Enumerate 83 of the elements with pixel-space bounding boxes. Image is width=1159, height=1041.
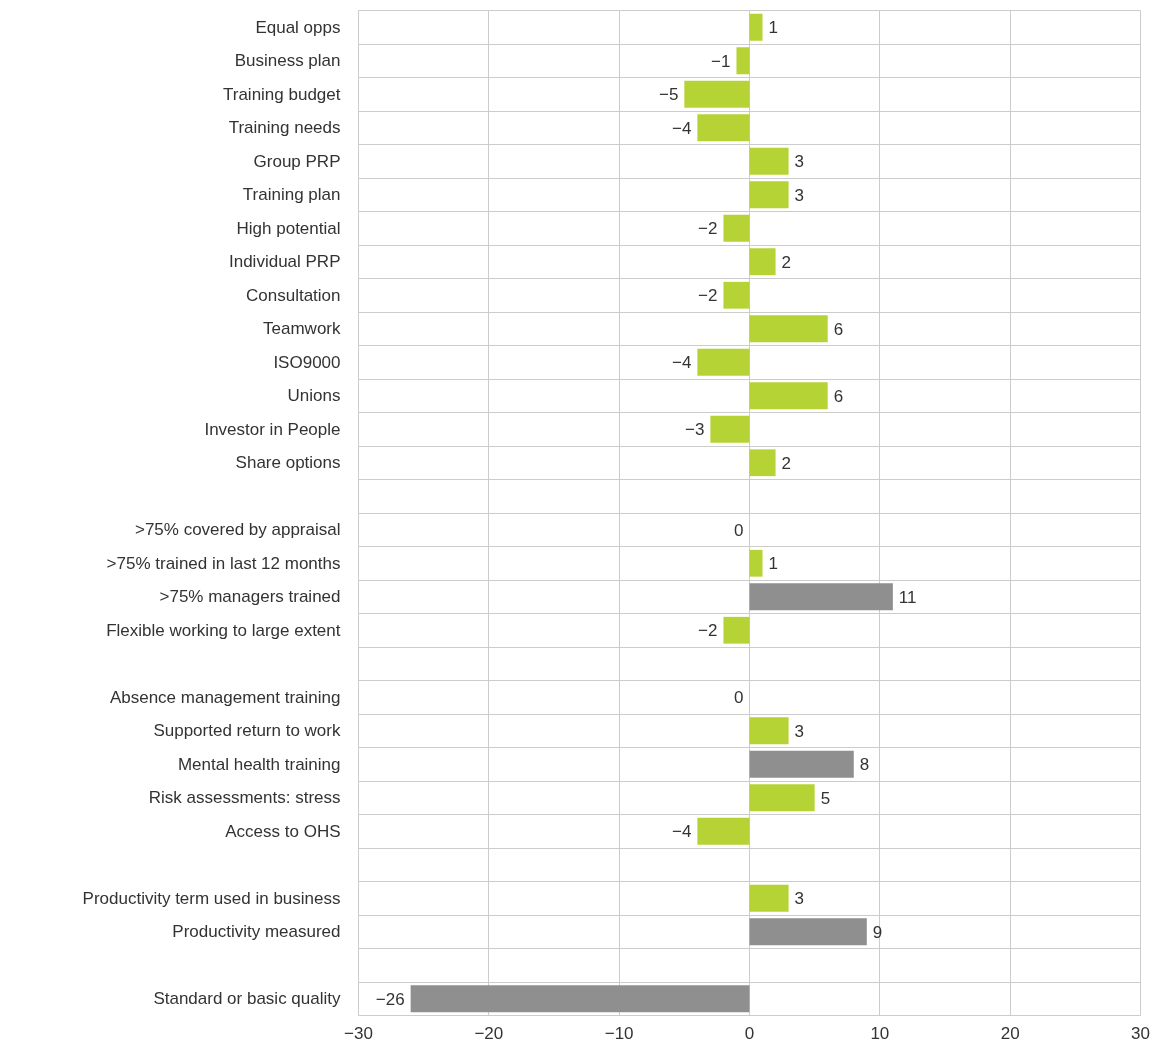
bar [749, 549, 763, 577]
y-tick-label: Training plan [242, 185, 341, 205]
x-tick-label: 10 [870, 1023, 890, 1041]
y-tick-label: Mental health training [177, 754, 341, 774]
data-label: −2 [698, 219, 718, 239]
bar [749, 382, 828, 410]
data-label: 6 [833, 386, 844, 406]
y-tick-label: >75% covered by appraisal [134, 520, 341, 540]
bar [749, 449, 776, 477]
data-label: −3 [685, 420, 705, 440]
x-tick-label: −10 [604, 1023, 634, 1041]
bar [749, 918, 867, 946]
y-tick-label: Individual PRP [229, 252, 341, 272]
x-tick-label: −30 [344, 1023, 373, 1041]
data-label: −26 [375, 989, 405, 1009]
bar [749, 884, 789, 912]
data-label: 0 [734, 520, 744, 540]
y-tick-label: Risk assessments: stress [148, 788, 341, 808]
data-label: 6 [833, 319, 844, 339]
y-tick-label: Training needs [228, 118, 341, 138]
data-label: 0 [734, 688, 744, 708]
y-tick-label: >75% trained in last 12 months [106, 553, 341, 573]
y-tick-label: Access to OHS [225, 821, 341, 841]
y-tick-label: Group PRP [253, 151, 341, 171]
y-tick-label: Flexible working to large extent [106, 620, 341, 640]
data-label: −2 [698, 621, 718, 641]
y-tick-label: Productivity term used in business [82, 888, 341, 908]
bar [749, 147, 789, 175]
y-tick-label: Unions [287, 386, 341, 406]
data-label: 1 [768, 18, 778, 38]
bar [736, 47, 750, 75]
y-tick-label: Training budget [222, 84, 341, 104]
bar [697, 817, 750, 845]
bar [749, 583, 893, 611]
y-tick-label: Teamwork [263, 319, 341, 339]
x-tick-label: −20 [474, 1023, 504, 1041]
bar [749, 717, 789, 745]
data-label: 3 [794, 185, 805, 205]
data-label: −4 [671, 353, 692, 373]
bar [723, 281, 750, 309]
bar [710, 415, 750, 443]
data-label: 11 [898, 587, 917, 607]
y-tick-label: Business plan [234, 51, 341, 71]
data-label: −2 [698, 286, 718, 306]
y-tick-label: Productivity measured [172, 922, 341, 942]
y-tick-label: Consultation [246, 285, 341, 305]
bar [749, 13, 763, 41]
data-label: 3 [794, 889, 805, 909]
data-label: 2 [781, 453, 792, 473]
y-tick-label: Standard or basic quality [153, 989, 341, 1009]
bar [684, 80, 750, 108]
bar [410, 985, 750, 1013]
data-label: 1 [768, 554, 778, 574]
y-tick-label: >75% managers trained [159, 587, 341, 607]
bar [749, 784, 815, 812]
data-label: 3 [794, 721, 805, 741]
data-label: −5 [658, 85, 679, 105]
data-label: 5 [820, 788, 831, 808]
bar [697, 348, 750, 376]
y-tick-label: Share options [235, 453, 341, 473]
data-label: 9 [872, 922, 883, 942]
data-label: −1 [711, 51, 731, 71]
y-tick-label: Supported return to work [153, 721, 341, 741]
y-tick-label: Equal opps [255, 17, 341, 37]
data-label: 2 [781, 252, 792, 272]
data-label: −4 [671, 822, 692, 842]
data-label: 3 [794, 152, 805, 172]
data-label: 8 [859, 755, 870, 775]
bar [723, 616, 750, 644]
x-tick-label: 20 [1000, 1023, 1020, 1041]
data-label: −4 [671, 118, 692, 138]
bar [749, 315, 828, 343]
bar [749, 248, 776, 276]
x-tick-label: 30 [1131, 1023, 1150, 1041]
y-tick-label: High potential [236, 218, 341, 238]
y-tick-label: Absence management training [109, 687, 341, 707]
bar [749, 181, 789, 209]
bar [723, 214, 750, 242]
y-tick-label: Investor in People [204, 419, 341, 439]
y-tick-label: ISO9000 [273, 352, 341, 372]
x-tick-label: 0 [744, 1023, 755, 1041]
bar [749, 750, 854, 778]
bar [697, 114, 750, 142]
